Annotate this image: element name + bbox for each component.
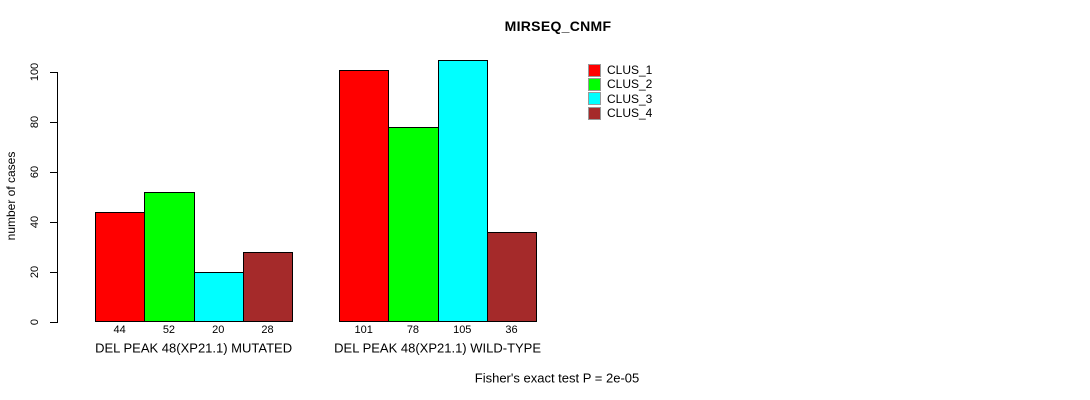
y-tick-label: 0 — [29, 318, 41, 326]
y-tick-label: 60 — [29, 165, 41, 179]
y-tick — [50, 322, 57, 323]
bar-clus_2-group2 — [388, 127, 439, 322]
legend-item: CLUS_4 — [588, 106, 652, 120]
bar-clus_4-group2 — [486, 232, 538, 322]
x-category-label: DEL PEAK 48(XP21.1) MUTATED — [95, 340, 293, 356]
legend-label: CLUS_3 — [607, 91, 653, 106]
legend: CLUS_1 CLUS_2 CLUS_3 CLUS_4 — [588, 63, 652, 120]
legend-item: CLUS_1 — [588, 63, 652, 77]
bar-clus_1-group1 — [95, 212, 146, 322]
legend-swatch — [588, 106, 601, 120]
bar-value-label: 101 — [354, 324, 373, 336]
legend-item: CLUS_3 — [588, 92, 652, 106]
chart-title: MIRSEQ_CNMF — [504, 18, 612, 34]
y-tick — [50, 122, 57, 123]
annotation-text: Fisher's exact test P = 2e-05 — [474, 370, 640, 386]
y-axis-line — [57, 72, 58, 323]
bar-clus_3-group1 — [193, 272, 244, 322]
bar-value-label: 44 — [113, 324, 126, 336]
x-category-label: DEL PEAK 48(XP21.1) WILD-TYPE — [334, 340, 542, 356]
y-tick-label: 40 — [29, 215, 41, 229]
legend-swatch — [588, 92, 601, 106]
bar-clus_1-group2 — [339, 69, 390, 322]
y-tick — [50, 272, 57, 273]
bar-value-label: 28 — [261, 324, 274, 336]
legend-label: CLUS_4 — [607, 106, 653, 121]
y-tick — [50, 172, 57, 173]
bar-value-label: 78 — [406, 324, 420, 336]
bar-clus_2-group1 — [144, 192, 195, 322]
y-axis-label: number of cases — [4, 151, 18, 241]
y-tick-label: 80 — [29, 115, 41, 129]
y-tick — [50, 72, 57, 73]
y-tick-label: 20 — [29, 265, 41, 279]
y-tick-label: 100 — [29, 62, 41, 82]
bar-clus_4-group1 — [242, 252, 294, 322]
legend-swatch — [588, 77, 601, 91]
y-tick — [50, 222, 57, 223]
legend-swatch — [588, 63, 601, 77]
bar-clus_3-group2 — [437, 59, 488, 322]
legend-label: CLUS_1 — [607, 63, 653, 78]
bar-value-label: 105 — [453, 324, 472, 336]
bar-value-label: 52 — [162, 324, 176, 336]
bar-value-label: 36 — [505, 324, 518, 336]
legend-label: CLUS_2 — [607, 77, 653, 92]
bar-value-label: 20 — [212, 324, 225, 336]
legend-item: CLUS_2 — [588, 77, 652, 91]
